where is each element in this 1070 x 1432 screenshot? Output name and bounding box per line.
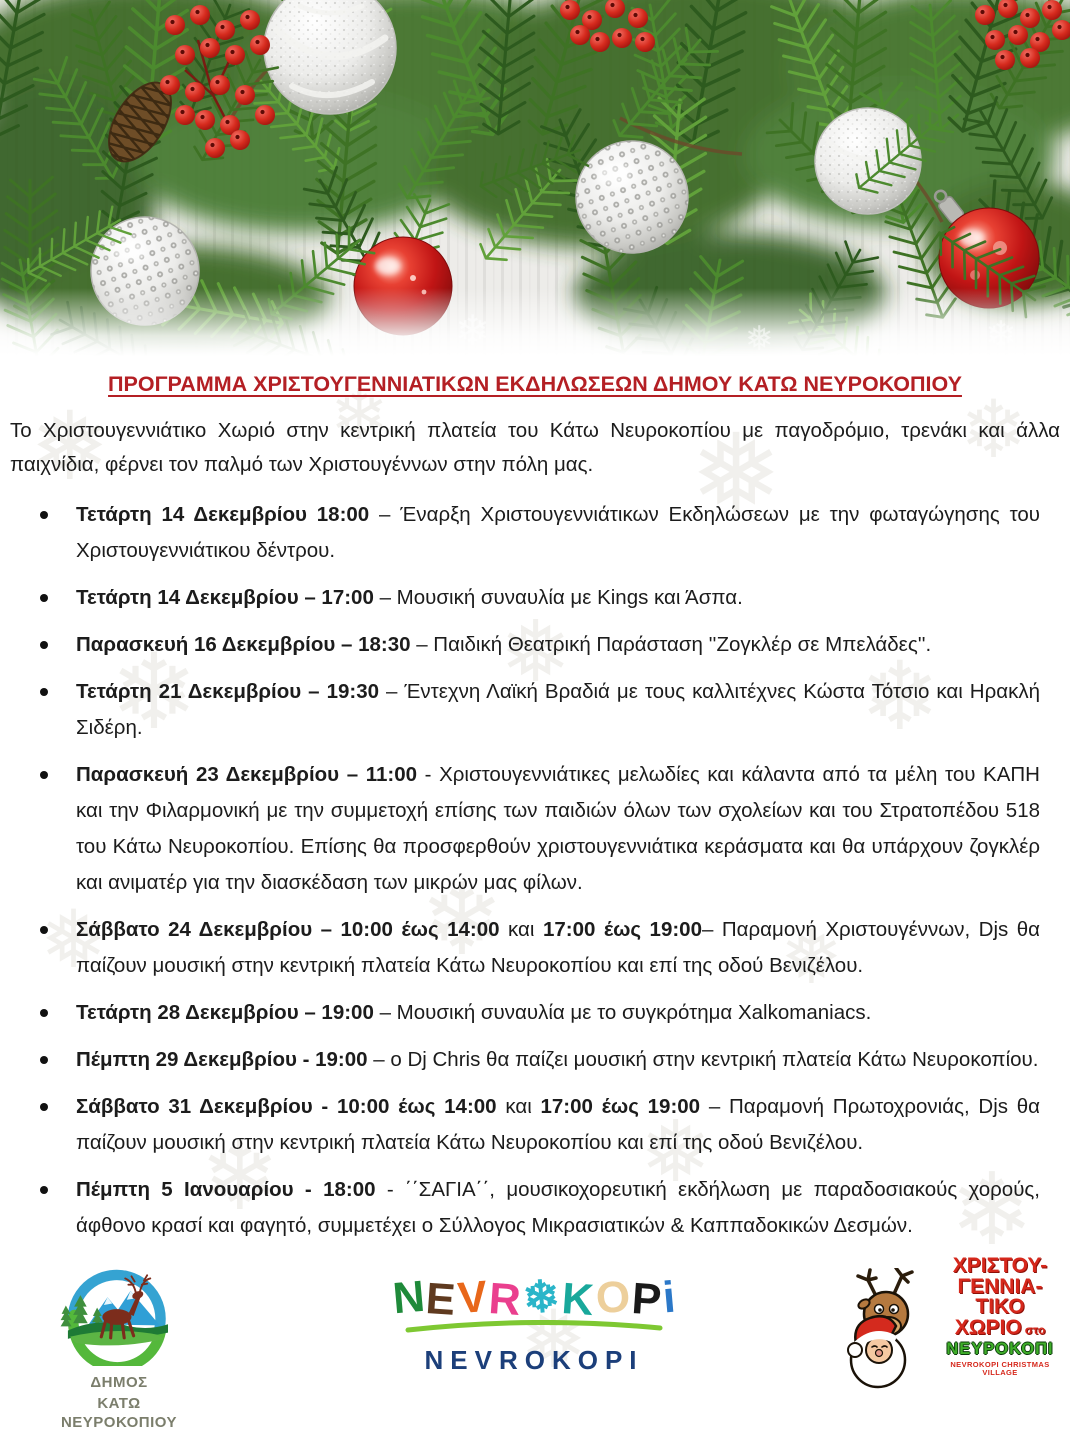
- event-item: Σάββατο 24 Δεκεμβρίου – 10:00 έως 14:00 …: [40, 912, 1040, 984]
- xmas-line-3: ΤΙΚΟ: [975, 1295, 1025, 1319]
- christmas-village-logo: ΧΡΙΣΤΟΥ- ΓΕΝΝΙΑ- ΤΙΚΟ ΧΩΡΙΟ στο ΝΕΥΡΟΚΟΠΙ…: [846, 1254, 1058, 1408]
- deer-mountain-emblem-icon: [60, 1269, 168, 1373]
- event-description: και: [496, 1095, 541, 1118]
- event-date-time: Σάββατο 24 Δεκεμβρίου – 10:00 έως 14:00: [76, 918, 500, 941]
- header-fade: [0, 288, 1070, 356]
- event-item: Τετάρτη 28 Δεκεμβρίου – 19:00 – Μουσική …: [40, 995, 1040, 1031]
- event-description: – Μουσική συναυλία με το συγκρότημα Xalk…: [373, 1001, 872, 1024]
- municipality-name-line2: ΚΑΤΩ ΝΕΥΡΟΚΟΠΙΟΥ: [60, 1395, 178, 1431]
- event-description: – ο Dj Chris θα παίζει μουσική στην κεντ…: [367, 1048, 1039, 1071]
- snow-cap: [103, 1297, 113, 1306]
- santa-reindeer-icon: [847, 1268, 914, 1389]
- event-date-time: Παρασκευή 23 Δεκεμβρίου – 11:00: [76, 763, 418, 786]
- event-description: – Μουσική συναυλία με Kings και Άσπα.: [373, 586, 743, 609]
- event-item: Παρασκευή 16 Δεκεμβρίου – 18:30 – Παιδικ…: [40, 627, 1040, 663]
- event-date-time: Τετάρτη 14 Δεκεμβρίου 18:00: [76, 503, 370, 526]
- event-description: – Παραμονή Πρωτοχρονιάς, Djs θα παίζουν …: [76, 1095, 1041, 1154]
- event-date-time: Τετάρτη 14 Δεκεμβρίου – 17:00: [76, 586, 374, 609]
- xmas-tagline: NEVROKOPI CHRISTMAS VILLAGE: [950, 1360, 1050, 1377]
- xmas-place-name: ΝΕΥΡΟΚΟΠΙ: [946, 1340, 1054, 1359]
- nevrokopi-letter: V: [455, 1271, 490, 1324]
- pine-trees: [60, 1295, 103, 1329]
- event-description: – Παιδική Θεατρική Παράσταση ''Ζογκλέρ σ…: [410, 633, 932, 656]
- nevrokopi-letter: R: [487, 1273, 523, 1326]
- event-item: Τετάρτη 14 Δεκεμβρίου – 17:00 – Μουσική …: [40, 580, 1040, 616]
- header-photo: ❄ ❅ ❄: [0, 0, 1070, 422]
- event-description: - Χριστουγεννιάτικες μελωδίες και κάλαντ…: [76, 763, 1040, 894]
- event-description: και: [499, 918, 543, 941]
- field-light: [70, 1331, 164, 1346]
- event-date-time: Πέμπτη 5 Ιανουαρίου - 18:00: [76, 1178, 376, 1201]
- page-title: ΠΡΟΓΡΑΜΜΑ ΧΡΙΣΤΟΥΓΕΝΝΙΑΤΙΚΩΝ ΕΚΔΗΛΩΣΕΩΝ …: [108, 372, 962, 396]
- nevrokopi-letter: ❄: [520, 1271, 562, 1324]
- event-date-time: Πέμπτη 29 Δεκεμβρίου - 19:00: [76, 1048, 368, 1071]
- event-date-time: Τετάρτη 28 Δεκεμβρίου – 19:00: [76, 1001, 374, 1024]
- berry-cluster-left: [160, 5, 275, 158]
- nevrokopi-letter: P: [630, 1274, 663, 1325]
- event-item: Παρασκευή 23 Δεκεμβρίου – 11:00 - Χριστο…: [40, 757, 1040, 901]
- event-date-time: Σάββατο 31 Δεκεμβρίου - 10:00 έως 14:00: [76, 1095, 497, 1118]
- xmas-line-4: ΧΩΡΙΟ στο: [942, 1315, 1058, 1339]
- nevrokopi-letter: E: [424, 1274, 458, 1325]
- event-item: Πέμπτη 29 Δεκεμβρίου - 19:00 – ο Dj Chri…: [40, 1042, 1040, 1078]
- deer: [99, 1274, 152, 1340]
- events-list: Τετάρτη 14 Δεκεμβρίου 18:00 – Έναρξη Χρι…: [0, 497, 1070, 1244]
- event-item: Πέμπτη 5 Ιανουαρίου - 18:00 - ΄΄ΣΑΓΙΑ΄΄,…: [40, 1172, 1040, 1244]
- event-description: – Έναρξη Χριστουγεννιάτικων Εκδηλώσεων μ…: [76, 503, 1041, 562]
- nevrokopi-letter: K: [560, 1273, 596, 1326]
- nevrokopi-letter: O: [593, 1271, 632, 1324]
- event-date-time: 17:00 έως 19:00: [542, 918, 702, 941]
- intro-paragraph: Το Χριστουγεννιάτικο Χωριό στην κεντρική…: [10, 419, 1060, 476]
- event-date-time: Παρασκευή 16 Δεκεμβρίου – 18:30: [76, 633, 411, 656]
- santa: [847, 1315, 907, 1389]
- nevrokopi-letter: N: [390, 1271, 427, 1324]
- event-description: – Παραμονή Χριστουγέννων, Djs θα παίζουν…: [76, 918, 1040, 977]
- xmas-line-4-word: ΧΩΡΙΟ: [954, 1315, 1022, 1339]
- xmas-line-1: ΧΡΙΣΤΟΥ-: [952, 1254, 1048, 1277]
- municipality-logo: ΔΗΜΟΣ ΚΑΤΩ ΝΕΥΡΟΚΟΠΙΟΥ: [40, 1268, 198, 1432]
- event-item: Τετάρτη 14 Δεκεμβρίου 18:00 – Έναρξη Χρι…: [40, 497, 1041, 569]
- event-date-time: 17:00 έως 19:00: [540, 1095, 701, 1118]
- hat-pompom: [847, 1342, 863, 1358]
- event-item: Τετάρτη 21 Δεκεμβρίου – 19:30 – Έντεχνη …: [40, 674, 1040, 746]
- event-description: – Έντεχνη Λαϊκή Βραδιά με τους καλλιτέχν…: [76, 680, 1040, 739]
- nevrokopi-wordmark: NEVROKOPI: [424, 1345, 644, 1375]
- nevrokopi-letter: i: [661, 1272, 678, 1323]
- green-swoosh: [405, 1319, 663, 1333]
- rhinestone-bauble-center: [575, 140, 689, 254]
- program-document: ΠΡΟΓΡΑΜΜΑ ΧΡΙΣΤΟΥΓΕΝΝΙΑΤΙΚΩΝ ΕΚΔΗΛΩΣΕΩΝ …: [0, 356, 1070, 1255]
- municipality-name-line1: ΔΗΜΟΣ: [90, 1374, 148, 1391]
- event-description: - ΄΄ΣΑΓΙΑ΄΄, μουσικοχορευτική εκδήλωση μ…: [76, 1178, 1040, 1237]
- christmas-village-text: ΧΡΙΣΤΟΥ- ΓΕΝΝΙΑ- ΤΙΚΟ ΧΩΡΙΟ στο ΝΕΥΡΟΚΟΠΙ…: [942, 1254, 1058, 1377]
- silver-glitter-bauble-right: [814, 107, 922, 215]
- event-date-time: Τετάρτη 21 Δεκεμβρίου – 19:30: [76, 680, 379, 703]
- silver-glitter-bauble-top: [263, 0, 397, 115]
- xmas-line-2: ΓΕΝΝΙΑ-: [957, 1274, 1043, 1298]
- event-item: Σάββατο 31 Δεκεμβρίου - 10:00 έως 14:00 …: [40, 1089, 1041, 1161]
- xmas-connector: στο: [1024, 1322, 1046, 1337]
